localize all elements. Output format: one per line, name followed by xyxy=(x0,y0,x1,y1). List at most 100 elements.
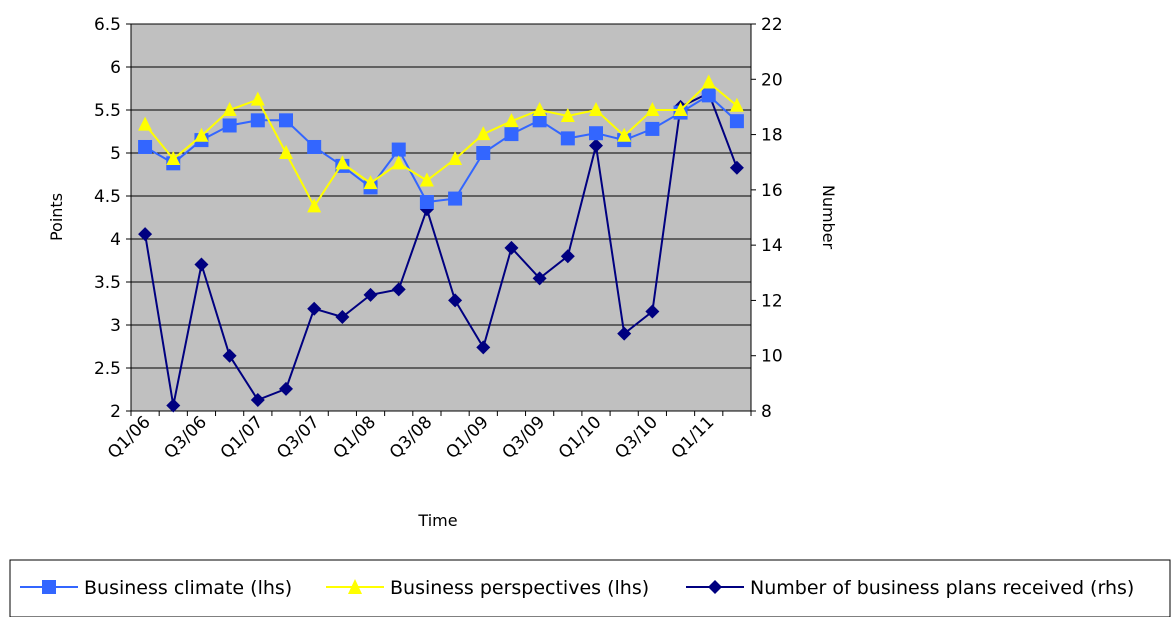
data-point xyxy=(560,249,575,264)
data-point xyxy=(391,155,406,170)
data-point xyxy=(279,145,293,159)
right-tick-label: 22 xyxy=(761,15,783,35)
data-point xyxy=(250,113,265,128)
right-tick-label: 12 xyxy=(761,291,783,311)
data-point xyxy=(532,102,547,116)
data-point xyxy=(419,195,434,210)
data-point xyxy=(476,126,491,141)
data-point xyxy=(250,91,265,106)
data-point xyxy=(476,146,491,160)
data-point xyxy=(504,113,519,128)
data-point xyxy=(448,151,463,166)
data-point xyxy=(729,97,744,112)
data-point xyxy=(250,392,265,407)
x-tick-label: Q1/10 xyxy=(555,412,606,463)
x-tick-label: Q1/11 xyxy=(668,412,719,463)
right-tick-label: 10 xyxy=(761,347,783,367)
data-point xyxy=(166,151,181,166)
series-line xyxy=(144,94,738,204)
left-tick-label: 4 xyxy=(110,230,121,250)
data-point xyxy=(391,282,406,297)
y-axis-right-title: Number xyxy=(819,185,838,250)
data-point xyxy=(701,88,716,103)
data-point xyxy=(504,240,519,255)
left-tick-label: 6.5 xyxy=(94,15,121,35)
data-point xyxy=(448,191,463,206)
legend-marker-business-perspectives xyxy=(348,579,362,594)
data-point xyxy=(419,172,434,187)
left-tick-label: 3.5 xyxy=(94,273,121,293)
data-point xyxy=(701,74,716,89)
data-point xyxy=(222,102,237,116)
series-line xyxy=(144,81,738,209)
data-point xyxy=(307,139,322,154)
right-tick-label: 16 xyxy=(761,181,783,201)
left-tick-label: 3 xyxy=(110,316,121,336)
left-tick-label: 2 xyxy=(110,402,121,422)
data-point xyxy=(617,326,632,341)
left-axis-ticks: 2 2.5 3 3.5 4 4.5 5 5.5 6 6.5 xyxy=(94,15,131,422)
data-point xyxy=(194,127,209,142)
left-tick-label: 5.5 xyxy=(94,101,121,121)
x-tick-label: Q1/08 xyxy=(329,412,380,463)
x-axis-ticks: Q1/06 Q3/06 Q1/07 Q3/07 Q1/08 Q3/08 Q1/09 Q3/09… xyxy=(104,411,752,463)
x-tick-label: Q1/07 xyxy=(217,412,268,463)
data-point xyxy=(222,118,237,133)
legend-item-business-climate: Business climate (lhs) xyxy=(20,577,292,599)
x-tick-label: Q3/07 xyxy=(273,412,324,463)
data-point xyxy=(363,287,378,302)
left-tick-label: 6 xyxy=(110,58,121,78)
left-tick-label: 4.5 xyxy=(94,187,121,207)
data-point xyxy=(391,142,406,157)
data-point xyxy=(279,113,293,128)
data-point xyxy=(532,113,547,128)
data-point xyxy=(589,102,603,116)
legend-item-business-plans: Number of business plans received (rhs) xyxy=(686,577,1134,599)
data-point xyxy=(335,155,350,170)
data-point xyxy=(673,102,688,116)
x-tick-label: Q3/10 xyxy=(611,412,662,463)
right-tick-label: 20 xyxy=(761,70,783,90)
legend-label-business-plans: Number of business plans received (rhs) xyxy=(750,577,1134,599)
data-point xyxy=(589,126,603,141)
data-point xyxy=(335,310,350,325)
data-point xyxy=(645,121,660,136)
data-point xyxy=(532,271,547,286)
y-axis-left-title: Points xyxy=(47,193,66,241)
right-tick-label: 14 xyxy=(761,236,783,256)
legend-label-business-perspectives: Business perspectives (lhs) xyxy=(390,577,649,599)
data-point xyxy=(476,340,491,355)
data-point xyxy=(363,175,378,190)
data-point xyxy=(138,116,153,131)
series-1 xyxy=(138,74,744,213)
x-tick-label: Q3/08 xyxy=(386,412,437,463)
data-point xyxy=(645,304,660,319)
data-point xyxy=(138,227,153,242)
data-point xyxy=(589,138,603,153)
data-point xyxy=(617,127,632,142)
gridlines xyxy=(131,23,751,369)
data-point xyxy=(138,139,153,154)
plot-area xyxy=(130,23,752,412)
legend-box xyxy=(9,559,1171,618)
data-point xyxy=(504,127,519,142)
right-axis-ticks: 8 10 12 14 16 18 20 22 xyxy=(751,15,783,422)
data-point xyxy=(560,108,575,123)
data-point xyxy=(194,257,209,272)
series-line xyxy=(144,91,738,406)
data-point xyxy=(560,131,575,146)
legend: Business climate (lhs) Business perspect… xyxy=(9,559,1171,618)
left-tick-label: 2.5 xyxy=(94,359,121,379)
legend-marker-business-plans xyxy=(708,580,722,594)
left-tick-label: 5 xyxy=(110,144,121,164)
data-point xyxy=(166,398,181,413)
legend-marker-business-climate xyxy=(42,580,56,594)
x-tick-label: Q3/06 xyxy=(160,412,211,463)
series-lines xyxy=(138,74,744,413)
data-point xyxy=(448,293,463,308)
data-point xyxy=(307,301,322,316)
legend-item-business-perspectives: Business perspectives (lhs) xyxy=(326,577,649,599)
data-point xyxy=(729,114,744,129)
legend-label-business-climate: Business climate (lhs) xyxy=(84,577,292,599)
data-point xyxy=(222,348,237,363)
